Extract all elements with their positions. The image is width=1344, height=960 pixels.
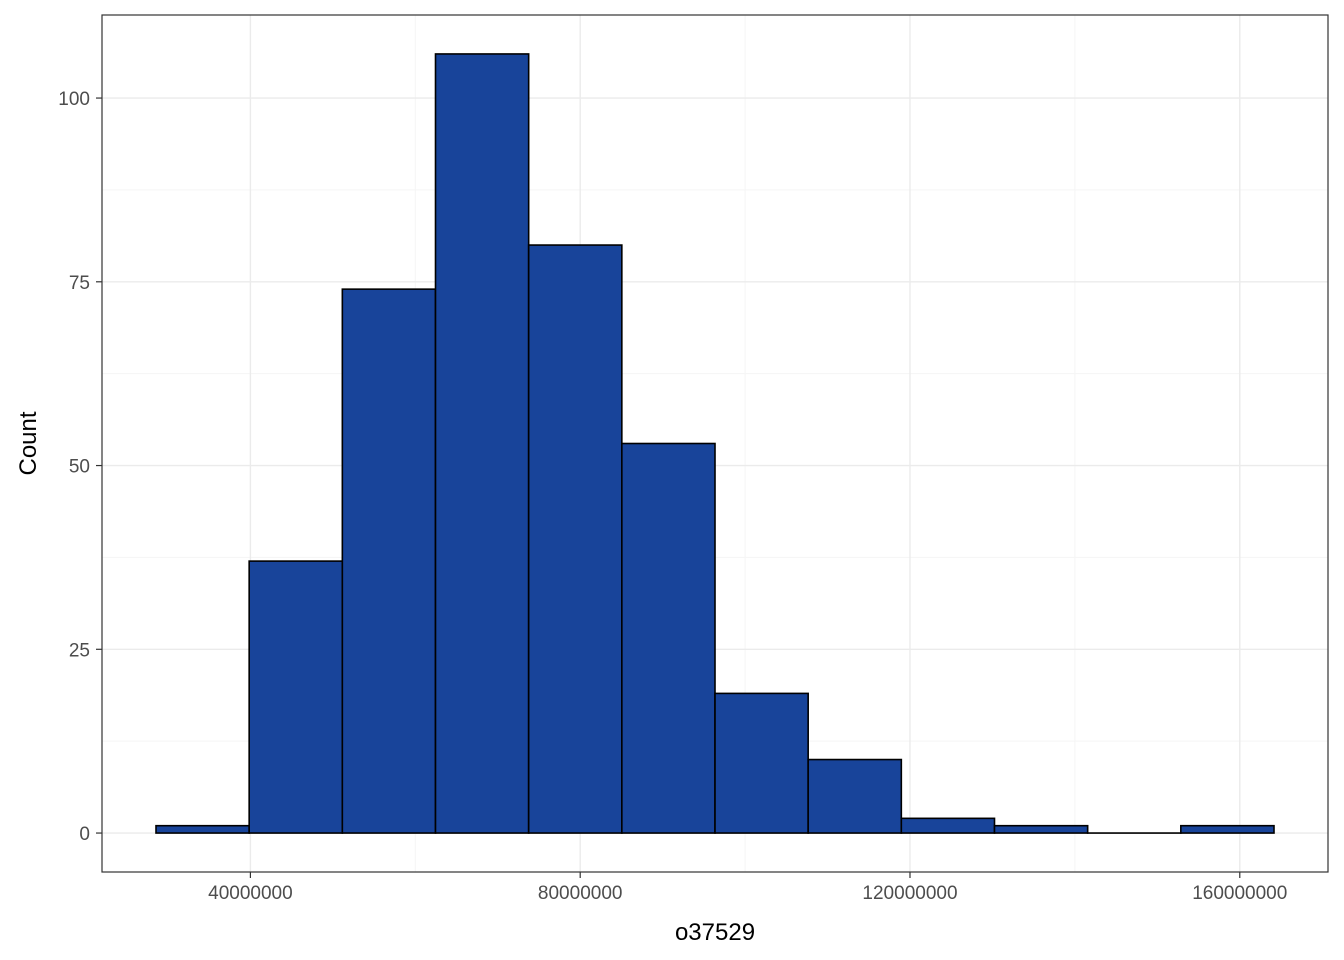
histogram-bar (341, 288, 437, 834)
histogram-bar (714, 692, 809, 834)
histogram-bar (527, 244, 623, 834)
y-axis: 0 25 50 75 100 (58, 89, 102, 845)
histogram-bars (155, 53, 1275, 834)
x-tick-label: 160000000 (1192, 883, 1287, 904)
histogram-bar (807, 758, 903, 834)
histogram-bar (248, 560, 344, 834)
y-axis-title: Count (15, 411, 42, 475)
y-tick-label: 0 (79, 824, 90, 845)
histogram-bar (1180, 824, 1275, 834)
x-axis: 40000000 80000000 120000000 160000000 (208, 872, 1287, 904)
histogram-bar (155, 824, 250, 834)
x-tick-label: 80000000 (538, 883, 623, 904)
histogram-bar (434, 53, 530, 834)
y-tick-label: 25 (69, 640, 90, 661)
histogram-bar (993, 824, 1089, 834)
y-tick-label: 50 (69, 457, 90, 478)
y-tick-label: 100 (58, 89, 90, 110)
panel-border (101, 14, 1329, 873)
x-tick-label: 120000000 (862, 883, 957, 904)
histogram-bar (621, 442, 716, 834)
y-tick-label: 75 (69, 273, 90, 294)
histogram-bar (900, 817, 996, 834)
x-axis-title: o37529 (675, 919, 755, 946)
x-tick-label: 40000000 (208, 883, 293, 904)
